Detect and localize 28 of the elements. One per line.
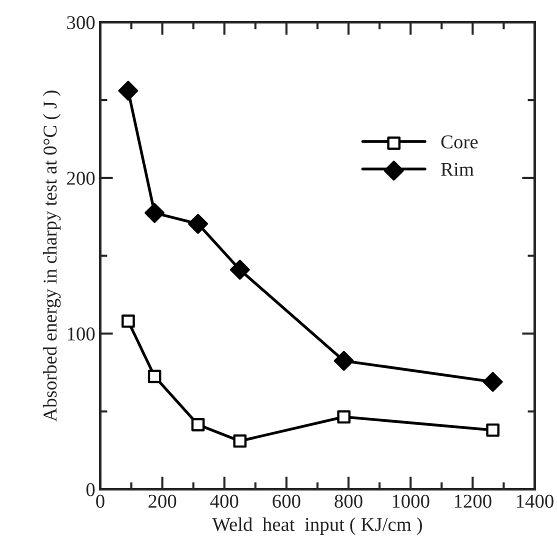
point (233, 434, 247, 448)
point (188, 214, 208, 234)
x-tick-label: 1200 (454, 494, 492, 508)
legend-label: Rim (441, 162, 474, 176)
x-tick-label: 1400 (516, 494, 554, 508)
x-tick-label: 1000 (392, 494, 430, 508)
point (191, 418, 205, 432)
point (148, 370, 162, 384)
y-tick-label: 300 (67, 16, 95, 30)
legend-label: Core (441, 135, 478, 148)
point (482, 372, 503, 392)
x-tick-label: 0 (96, 494, 104, 508)
point (486, 423, 500, 437)
point (144, 203, 165, 223)
point (118, 80, 138, 101)
point (122, 314, 135, 328)
point (337, 410, 351, 424)
point (230, 260, 250, 280)
x-axis-title: Weld heat input ( KJ/cm ) (212, 517, 422, 535)
x-tick-label: 400 (210, 494, 238, 508)
x-tick-label: 800 (334, 494, 362, 508)
point (334, 350, 354, 371)
y-tick-label: 0 (86, 483, 95, 496)
x-tick-label: 600 (272, 494, 300, 508)
x-tick-label: 200 (148, 494, 176, 508)
y-axis-title: Absorbed energy in charpy test at 0°C ( J ) (42, 90, 61, 422)
y-tick-label: 100 (68, 327, 95, 341)
y-tick-label: 200 (67, 172, 95, 185)
